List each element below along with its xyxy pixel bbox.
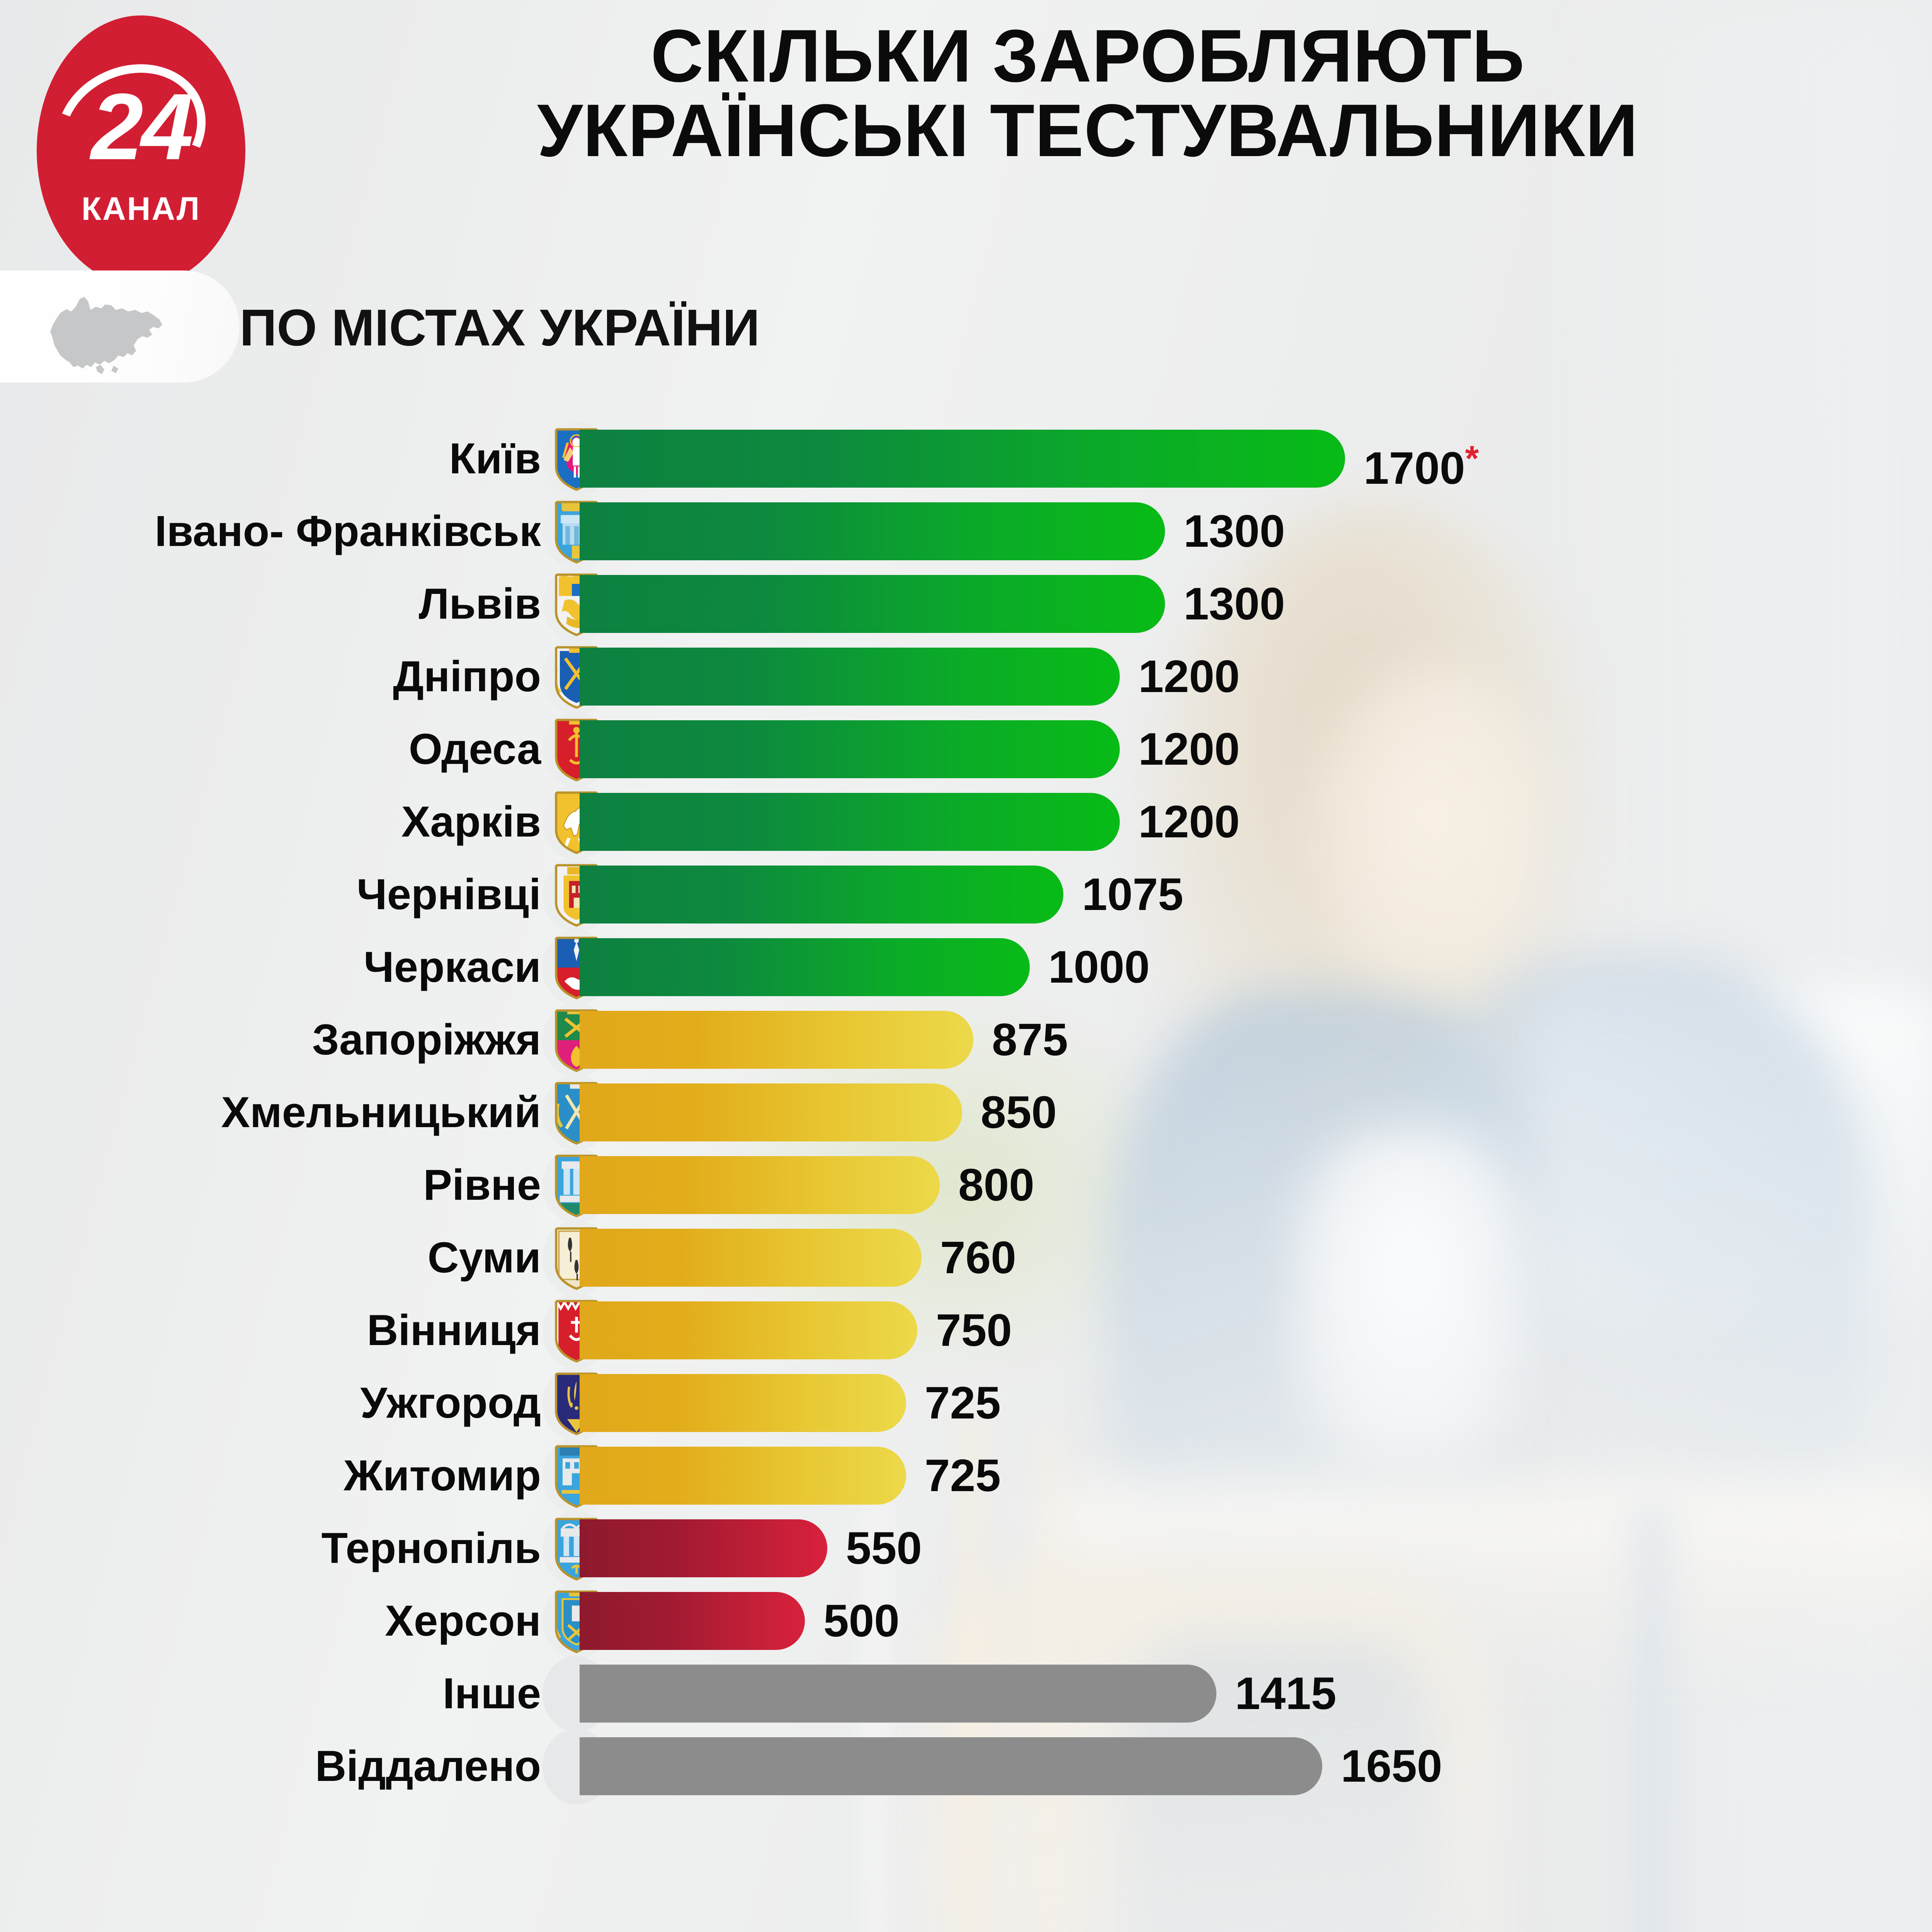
city-bar xyxy=(580,648,1120,706)
city-bar-row: Запоріжжя 875 xyxy=(0,1002,1932,1078)
city-bar-value: 1200 xyxy=(1138,651,1240,702)
city-bar-value: 1700* xyxy=(1364,439,1479,494)
channel-24-logo[interactable]: 24 КАНАЛ xyxy=(35,15,245,286)
city-bar-row: Харків 1200 xyxy=(0,784,1932,860)
asterisk-marker: * xyxy=(1465,439,1479,478)
city-bar xyxy=(580,1519,827,1577)
city-bar-row: Хмельницький 850 xyxy=(0,1075,1932,1151)
city-label: Хмельницький xyxy=(221,1088,541,1136)
page-title-line-1: СКІЛЬКИ ЗАРОБЛЯЮТЬ xyxy=(650,14,1525,97)
city-bar xyxy=(580,1592,805,1650)
city-label: Харків xyxy=(401,798,541,846)
city-bar-row: Київ 1700* xyxy=(0,421,1932,497)
city-bar-row: Одеса 1200 xyxy=(0,712,1932,787)
city-bar-row: Черкаси 1000 xyxy=(0,930,1932,1005)
city-label: Суми xyxy=(427,1233,541,1282)
city-label: Інше xyxy=(442,1669,541,1718)
page-title: СКІЛЬКИ ЗАРОБЛЯЮТЬ УКРАЇНСЬКІ ТЕСТУВАЛЬН… xyxy=(287,19,1888,168)
city-bar-row: Житомир 725 xyxy=(0,1438,1932,1514)
city-bar-row: Віддалено 1650 xyxy=(0,1729,1932,1804)
city-bar-row: Ужгород 725 xyxy=(0,1366,1932,1441)
city-bar xyxy=(580,793,1120,851)
city-bar-value: 1415 xyxy=(1235,1668,1337,1719)
logo-ellipse xyxy=(37,15,245,286)
city-label: Чернівці xyxy=(357,870,541,918)
city-bar-value: 550 xyxy=(846,1523,922,1574)
city-bar-row: Дніпро 1200 xyxy=(0,639,1932,715)
logo-number: 24 xyxy=(91,74,193,179)
city-bar-row: Суми 760 xyxy=(0,1220,1932,1296)
city-bar xyxy=(580,866,1063,923)
city-bar xyxy=(580,1156,940,1214)
city-label: Тернопіль xyxy=(321,1524,541,1572)
city-bar xyxy=(580,1665,1216,1723)
city-bar xyxy=(580,1011,973,1069)
city-bar-row: Рівне 800 xyxy=(0,1148,1932,1223)
city-bar-row: Херсон 500 xyxy=(0,1583,1932,1659)
ukraine-map-icon xyxy=(50,297,162,374)
city-bar-value: 500 xyxy=(823,1595,900,1646)
city-bar xyxy=(580,430,1345,488)
city-bar-row: Чернівці 1075 xyxy=(0,857,1932,933)
city-bar-value: 725 xyxy=(925,1450,1001,1501)
city-bar-value: 800 xyxy=(958,1160,1034,1211)
city-bar xyxy=(580,1083,962,1141)
city-bar-row: Вінниця 750 xyxy=(0,1293,1932,1369)
city-label: Івано- Франківськ xyxy=(155,507,541,555)
city-label: Львів xyxy=(418,580,541,628)
city-bar-value: 875 xyxy=(992,1014,1068,1065)
city-bar-value: 1300 xyxy=(1184,578,1285,629)
city-bar-value: 1200 xyxy=(1138,724,1240,775)
city-label: Ужгород xyxy=(360,1379,541,1427)
city-bar-value: 1300 xyxy=(1184,506,1285,557)
city-label: Херсон xyxy=(385,1597,541,1645)
city-label: Київ xyxy=(449,434,541,483)
city-label: Житомир xyxy=(344,1451,541,1500)
page-title-line-2: УКРАЇНСЬКІ ТЕСТУВАЛЬНИКИ xyxy=(537,88,1638,172)
city-bar xyxy=(580,720,1120,778)
city-bar-value: 1650 xyxy=(1341,1741,1442,1792)
city-bar xyxy=(580,1374,906,1432)
city-bar-value: 1075 xyxy=(1082,869,1184,920)
city-bar xyxy=(580,1737,1322,1795)
city-label: Дніпро xyxy=(393,652,541,701)
city-label: Запоріжжя xyxy=(312,1015,541,1064)
cities-section-badge xyxy=(0,270,240,383)
city-bar xyxy=(580,1447,906,1505)
city-bar-row: Тернопіль 550 xyxy=(0,1511,1932,1587)
city-bar-value: 750 xyxy=(936,1305,1012,1356)
city-bar-row: Івано- Франківськ 1300 xyxy=(0,494,1932,570)
city-bar-row: Інше 1415 xyxy=(0,1656,1932,1732)
city-bar-value: 725 xyxy=(925,1378,1001,1429)
city-label: Одеса xyxy=(408,725,541,773)
city-bar xyxy=(580,1229,922,1287)
city-bar xyxy=(580,575,1165,633)
city-bar xyxy=(580,1301,917,1359)
logo-word: КАНАЛ xyxy=(81,190,201,227)
city-label: Вінниця xyxy=(367,1306,541,1354)
city-bar-value: 760 xyxy=(940,1232,1016,1283)
city-label: Черкаси xyxy=(364,943,541,991)
city-label: Віддалено xyxy=(315,1742,541,1790)
city-bar-value: 1200 xyxy=(1138,796,1240,847)
cities-section-heading: ПО МІСТАХ УКРАЇНИ xyxy=(240,299,760,357)
city-bar-row: Львів 1300 xyxy=(0,566,1932,642)
city-bar-value: 850 xyxy=(981,1087,1057,1138)
city-bar xyxy=(580,938,1030,996)
city-bar-value: 1000 xyxy=(1048,942,1150,993)
city-bar xyxy=(580,502,1165,560)
city-label: Рівне xyxy=(423,1161,541,1209)
